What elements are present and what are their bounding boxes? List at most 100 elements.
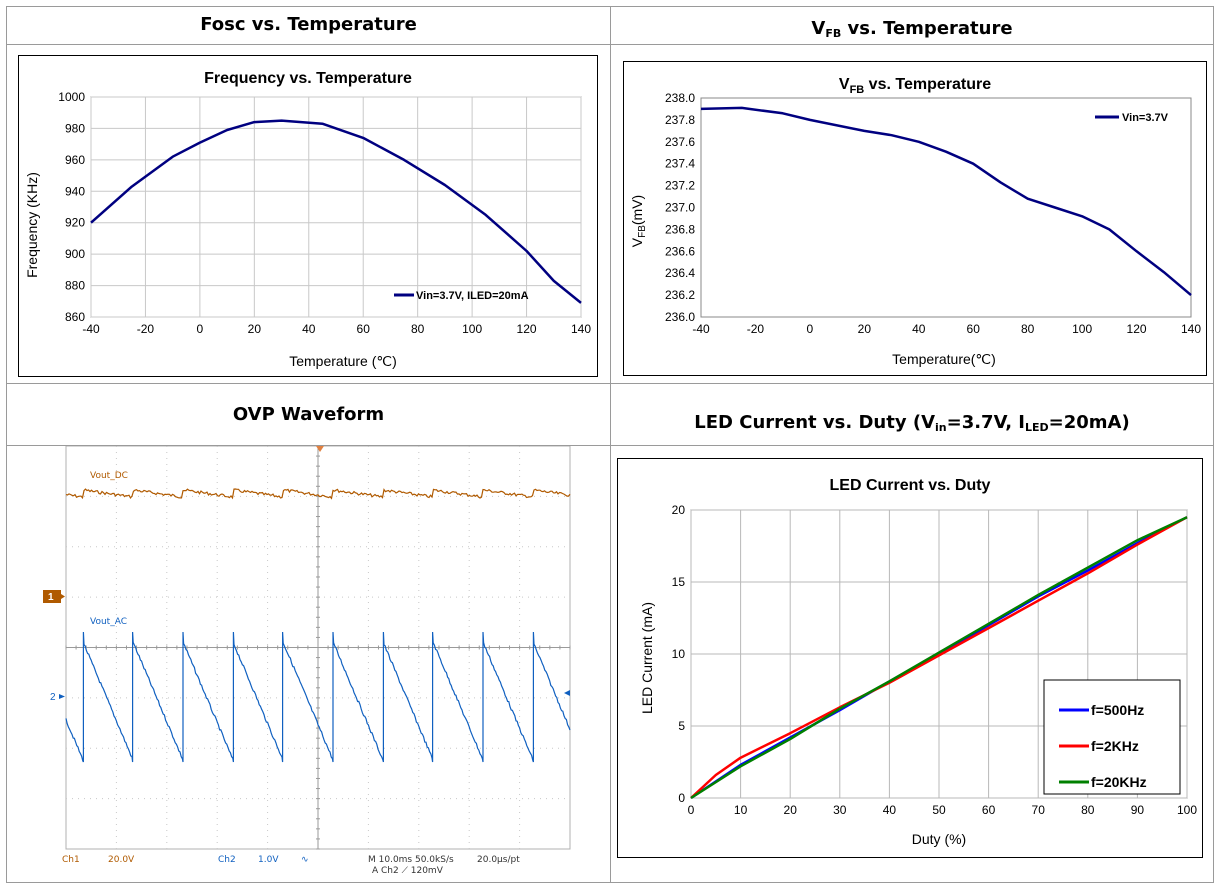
x-tick-label: 20 [858,322,872,336]
x-tick-label: 50 [932,803,946,817]
x-tick-label: 60 [357,322,371,336]
x-tick-label: 40 [883,803,897,817]
chart-title: VFB vs. Temperature [839,76,991,96]
header-vfb: VFB vs. Temperature [811,18,1013,40]
y-tick-label: 1000 [58,90,85,104]
chart-frame [623,61,1207,376]
legend-box [1043,679,1181,795]
x-tick-label: 60 [967,322,981,336]
y-tick-label: 920 [65,216,85,230]
y-tick-label: 237.6 [665,135,695,149]
svg-text:20.0V: 20.0V [108,855,135,865]
y-tick-label: 237.8 [665,113,695,127]
chart-led-current-vs-duty: LED Current vs. Duty 0 10 20 30 40 50 60 70 80 90… [617,458,1203,858]
ovp-waveform-scope: Vout_DC Vout_AC 1 2 Ch1 20.0V Ch2 1.0V ∿… [40,446,580,878]
x-tick-label: 120 [517,322,537,336]
series-line-0 [700,106,1192,297]
y-tick-label: 236.0 [665,310,695,324]
ch1-trace [65,488,571,500]
figure-grid: Fosc vs. Temperature VFB vs. Temperature… [6,6,1214,883]
x-tick-label: 140 [571,322,591,336]
svg-text:2: 2 [50,692,56,703]
y-tick-label: 238.0 [665,91,695,105]
x-tick-label: 40 [302,322,316,336]
x-tick-label: 90 [1131,803,1145,817]
svg-text:M 10.0ms 50.0kS/s: M 10.0ms 50.0kS/s [368,855,454,865]
plot-area [700,97,1192,318]
trigger-position-marker [316,446,324,452]
x-tick-label: 100 [462,322,482,336]
legend-entry: Vin=3.7V, ILED=20mA [416,290,529,302]
x-tick-label: 80 [411,322,425,336]
x-tick-label: 80 [1081,803,1095,817]
x-axis-label: Temperature(℃) [892,351,996,367]
x-tick-label: 10 [734,803,748,817]
x-tick-label: -40 [82,322,100,336]
y-tick-label: 236.8 [665,222,695,236]
ch2-trace-label: Vout_AC [90,617,127,627]
scope-background [40,446,580,878]
svg-text:20.0μs/pt: 20.0μs/pt [477,855,520,865]
chart-cell-bottom-right [610,445,1214,883]
y-tick-label: 900 [65,247,85,261]
x-tick-label: 0 [688,803,695,817]
chart-title: LED Current vs. Duty [830,477,991,494]
y-tick-label: 940 [65,184,85,198]
y-tick-label: 236.2 [665,288,695,302]
y-tick-label: 960 [65,153,85,167]
x-axis-label: Duty (%) [912,831,966,847]
y-tick-label: 236.6 [665,244,695,258]
chart-vfb-vs-temperature: VFB vs. Temperature -40 -20 0 20 40 60 80 100 12… [623,61,1207,376]
svg-text:Ch1: Ch1 [62,855,80,865]
y-tick-label: 236.4 [665,266,695,280]
x-tick-label: -20 [747,322,765,336]
x-tick-label: 0 [197,322,204,336]
legend-entry: f=20KHz [1091,774,1147,790]
x-tick-label: 0 [807,322,814,336]
y-tick-label: 5 [678,719,685,733]
y-tick-label: 237.4 [665,157,695,171]
legend-entry: Vin=3.7V [1122,112,1169,124]
svg-text:1: 1 [48,592,54,603]
legend-entry: f=500Hz [1091,702,1144,718]
series-line-0 [90,119,582,304]
ch2-marker: 2 [50,692,65,703]
y-tick-label: 0 [678,791,685,805]
x-tick-label: -20 [137,322,155,336]
x-tick-label: 20 [248,322,262,336]
x-tick-label: 100 [1072,322,1092,336]
x-tick-label: 120 [1127,322,1147,336]
svg-text:∿: ∿ [301,855,309,865]
chart-frequency-vs-temperature: Frequency vs. Temperature -40 -20 0 20 40 60 8… [18,55,598,377]
x-tick-label: -40 [692,322,710,336]
y-tick-label: 237.0 [665,201,695,215]
series-line-1 [690,516,1188,799]
svg-text:Ch2: Ch2 [218,855,236,865]
legend-entry: f=2KHz [1091,738,1139,754]
header-ovp: OVP Waveform [232,404,385,425]
x-tick-label: 20 [784,803,798,817]
svg-text:1.0V: 1.0V [258,855,279,865]
scope-footer: Ch1 20.0V Ch2 1.0V ∿ M 10.0ms 50.0kS/s 2… [62,855,520,876]
ch2-trace [65,631,571,763]
y-tick-label: 880 [65,279,85,293]
x-axis-label: Temperature (℃) [289,353,397,369]
series-line-2 [690,516,1188,800]
ch1-marker: 1 [43,590,65,603]
x-tick-label: 40 [912,322,926,336]
y-axis-label: VFB(mV) [629,195,648,247]
y-tick-label: 860 [65,310,85,324]
header-fosc: Fosc vs. Temperature [200,14,417,35]
ch1-trace-label: Vout_DC [90,471,128,481]
x-tick-label: 140 [1181,322,1201,336]
x-tick-label: 80 [1021,322,1035,336]
y-axis-label: Frequency (KHz) [24,172,40,278]
x-tick-label: 70 [1032,803,1046,817]
header-led-current: LED Current vs. Duty (Vin=3.7V, ILED=20m… [694,412,1130,434]
chart-frame [18,55,598,377]
svg-text:A Ch2 ⟋ 120mV: A Ch2 ⟋ 120mV [372,866,444,876]
x-tick-label: 60 [982,803,996,817]
x-tick-label: 100 [1177,803,1197,817]
y-tick-label: 237.2 [665,179,695,193]
y-tick-label: 980 [65,121,85,135]
